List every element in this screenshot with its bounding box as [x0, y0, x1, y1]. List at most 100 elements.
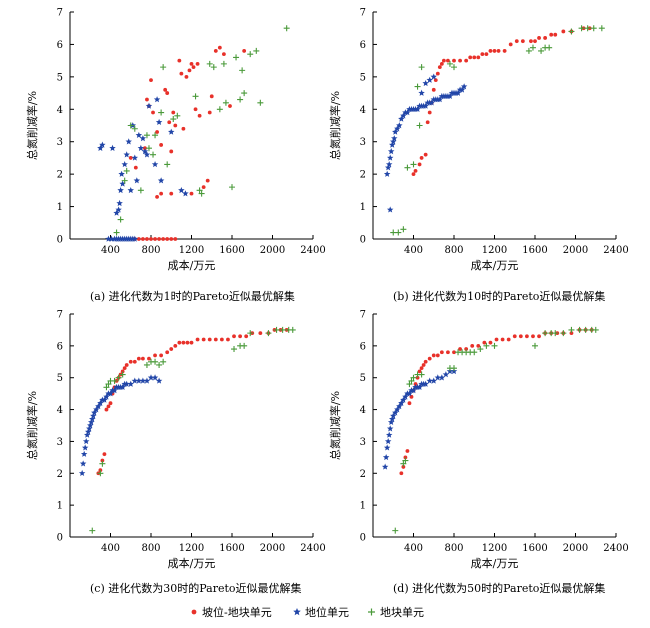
data-point-dot: [480, 52, 485, 57]
data-point-dot: [407, 401, 412, 406]
data-point-star: [422, 79, 429, 87]
data-point-plus: [477, 346, 484, 353]
data-point-plus: [233, 54, 240, 61]
data-point-plus: [119, 371, 126, 378]
data-point-dot: [242, 49, 247, 53]
data-point-dot: [207, 337, 212, 342]
data-point-dot: [529, 39, 533, 44]
data-point-plus: [237, 96, 244, 103]
data-point-dot: [155, 130, 159, 134]
data-point-plus: [598, 25, 605, 32]
y-tick-label: 3: [57, 437, 63, 448]
x-tick-label: 400: [404, 543, 423, 554]
data-point-dot: [149, 237, 153, 241]
data-point-star: [394, 406, 401, 413]
data-point-dot: [525, 334, 529, 339]
data-point-dot: [411, 172, 416, 177]
data-point-dot: [439, 350, 444, 355]
panel-caption: (b) 进化代数为10时的Pareto近似最优解集: [393, 289, 605, 303]
data-point-star: [438, 374, 446, 381]
data-point-dot: [425, 120, 430, 125]
data-point-dot: [399, 471, 404, 476]
data-point-plus: [414, 83, 421, 90]
data-point-star: [88, 418, 95, 426]
data-point-star: [111, 387, 118, 394]
data-point-dot: [219, 337, 224, 342]
data-point-plus: [471, 349, 478, 356]
y-tick-label: 5: [57, 373, 63, 384]
data-point-star: [385, 161, 393, 168]
data-point-dot: [258, 331, 263, 336]
data-point-plus: [418, 371, 425, 378]
data-point-star: [151, 374, 159, 381]
data-point-dot: [136, 237, 141, 241]
data-point-star: [394, 125, 401, 132]
x-tick-label: 2000: [260, 245, 285, 256]
data-point-star: [95, 402, 102, 410]
legend: 坡位-地块单元 地位单元 地块单元: [191, 605, 424, 619]
data-point-star: [121, 161, 128, 168]
x-tick-label: 1600: [219, 245, 244, 256]
data-point-plus: [152, 358, 159, 365]
data-point-dot: [492, 49, 497, 53]
data-point-plus: [170, 116, 177, 123]
legend-label-plot: 地块单元: [380, 606, 424, 619]
data-point-plus: [137, 187, 144, 194]
data-point-dot: [177, 58, 182, 63]
data-point-plus: [222, 99, 229, 106]
data-point-dot: [207, 110, 212, 115]
data-point-dot: [569, 331, 574, 336]
y-tick-label: 1: [57, 501, 63, 512]
data-point-dot: [520, 39, 525, 44]
series-dot: [128, 45, 247, 241]
data-point-dot: [169, 191, 174, 196]
data-point-dot: [171, 110, 176, 115]
data-point-star: [422, 380, 429, 387]
data-point-plus: [145, 145, 152, 152]
data-point-star: [387, 148, 395, 155]
data-point-plus: [143, 132, 150, 139]
data-point-star: [135, 377, 143, 384]
data-point-dot: [500, 337, 505, 342]
data-point-dot: [531, 334, 535, 339]
legend-label-site: 地位单元: [305, 605, 349, 619]
data-point-dot: [452, 58, 456, 63]
data-point-star: [135, 131, 143, 138]
data-point-dot: [482, 340, 487, 345]
series-plus: [113, 25, 290, 236]
x-tick-label: 2400: [300, 245, 325, 256]
x-tick-label: 2000: [563, 245, 588, 256]
data-point-star: [143, 377, 151, 384]
y-tick-label: 4: [360, 105, 366, 116]
data-point-dot: [533, 39, 537, 44]
data-point-dot: [452, 350, 456, 355]
data-point-plus: [491, 342, 498, 349]
data-point-dot: [133, 165, 138, 170]
data-point-plus: [451, 64, 457, 71]
x-axis-label: 成本/万元: [471, 258, 519, 272]
data-point-dot: [494, 337, 499, 342]
data-point-plus: [584, 25, 591, 32]
x-tick-label: 400: [101, 245, 120, 256]
data-point-plus: [576, 326, 583, 333]
data-point-dot: [244, 334, 249, 339]
y-tick-label: 7: [360, 310, 366, 321]
data-point-plus: [265, 330, 272, 337]
data-point-plus: [289, 326, 296, 333]
data-point-star: [131, 235, 139, 242]
series-star: [78, 374, 163, 477]
y-tick-label: 7: [57, 8, 63, 19]
panel-caption: (a) 进化代数为1时的Pareto近似最优解集: [90, 289, 295, 303]
data-point-star: [414, 105, 421, 113]
y-tick-label: 0: [57, 235, 63, 246]
data-point-dot: [151, 110, 155, 115]
y-tick-label: 1: [360, 202, 366, 213]
data-point-star: [406, 390, 413, 397]
data-point-star: [131, 154, 139, 161]
data-point-star: [125, 138, 132, 145]
panel-caption: (c) 进化代数为30时的Pareto近似最优解集: [90, 581, 302, 595]
data-point-dot: [165, 350, 170, 355]
data-point-dot: [435, 71, 440, 76]
data-point-plus: [483, 342, 490, 349]
